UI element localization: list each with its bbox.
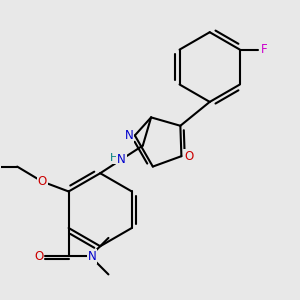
- Text: O: O: [34, 250, 44, 263]
- Text: O: O: [184, 150, 193, 163]
- Text: N: N: [88, 250, 96, 263]
- Text: O: O: [38, 175, 47, 188]
- Text: F: F: [261, 43, 267, 56]
- Text: H: H: [110, 153, 118, 163]
- Text: N: N: [124, 129, 133, 142]
- Text: N: N: [117, 153, 126, 166]
